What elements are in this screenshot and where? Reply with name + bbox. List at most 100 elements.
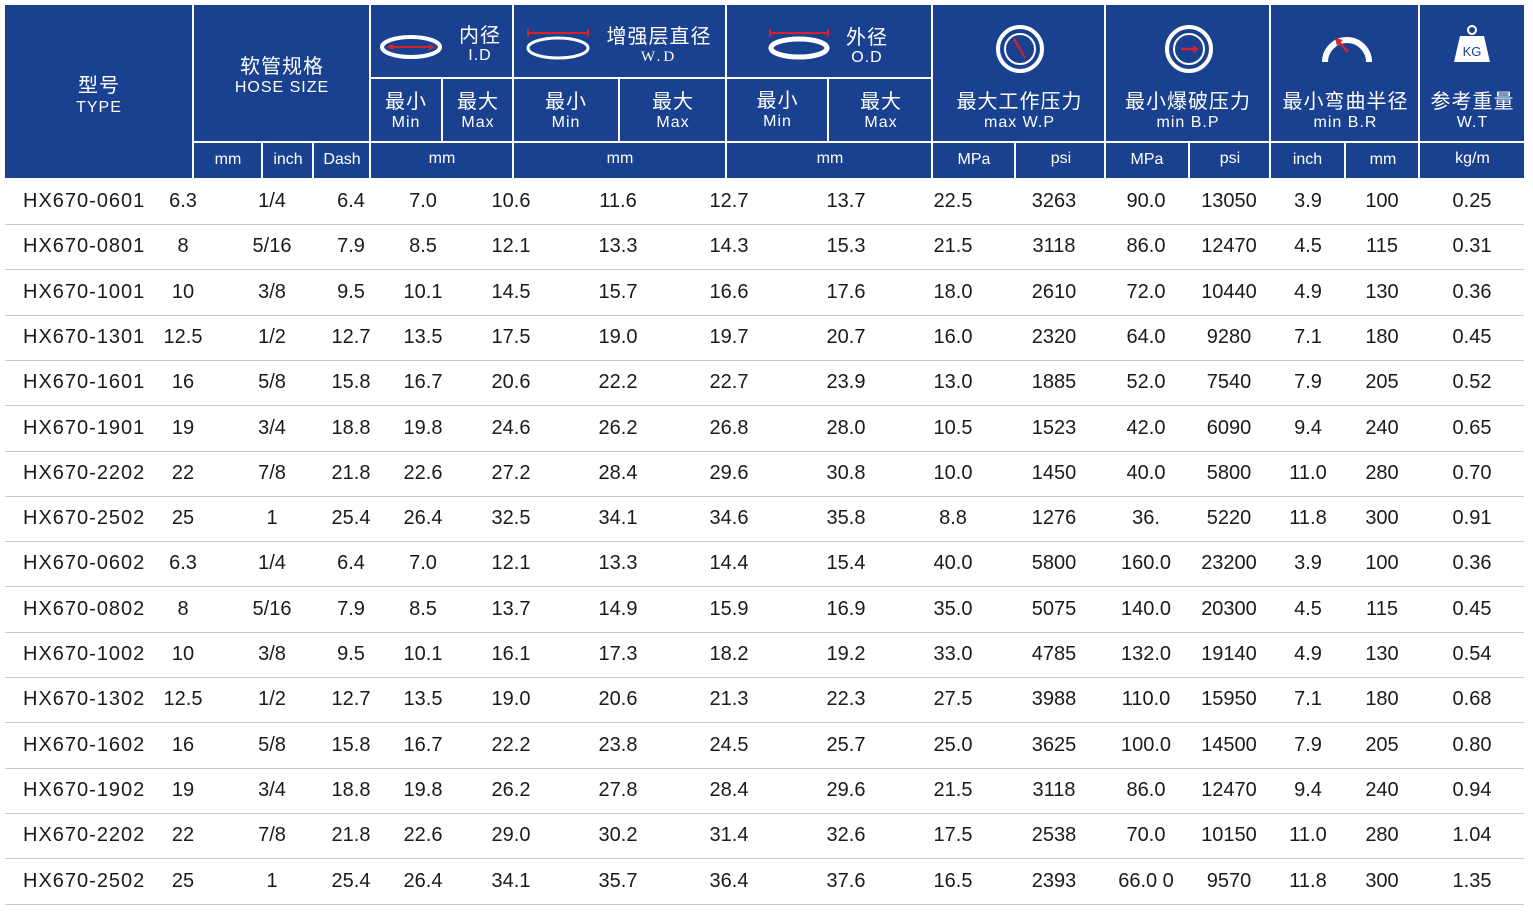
header-id-max-en: Max	[461, 114, 495, 131]
header-unit-inch: inch	[273, 151, 303, 168]
cell-wp-mpa: 21.5	[933, 235, 973, 258]
cell-type: HX670-2202	[23, 461, 146, 484]
cell-wd-max: 36.4	[709, 869, 749, 892]
table-row: HX670-0601 6.3 1/4 6.4 7.0 10.6 11.6 12.7 13.7 22…	[5, 179, 1524, 225]
cell-wp-psi: 2320	[1031, 325, 1077, 348]
cell-size-inch: 1/2	[258, 688, 286, 711]
cell-size-mm: 22	[171, 824, 195, 847]
cell-type: HX670-1001	[23, 280, 146, 303]
header-type-en: TYPE	[76, 99, 122, 116]
cell-size-dash: 25.4	[331, 869, 371, 892]
cell-type: HX670-1901	[23, 416, 146, 439]
header-od-max-cn: 最大	[860, 91, 902, 113]
cell-od: 16.9	[826, 597, 866, 620]
cell-br-mm: 240	[1365, 778, 1399, 801]
cell-weight: 0.52	[1452, 371, 1492, 394]
cell-br-inch: 3.9	[1294, 552, 1322, 575]
cell-size-dash: 15.8	[331, 371, 371, 394]
cell-bp-mpa: 132.0	[1120, 643, 1172, 665]
cell-od: 23.9	[826, 371, 866, 394]
cell-size-dash: 6.4	[337, 552, 365, 575]
header-id-min-cn: 最小	[385, 91, 427, 113]
cell-bp-mpa: 40.0	[1126, 461, 1166, 484]
cell-wd-min: 23.8	[598, 733, 638, 756]
cell-id-min: 16.7	[403, 733, 443, 756]
header-bp-en: min B.P	[1156, 114, 1220, 131]
cell-bp-mpa: 90.0	[1126, 190, 1166, 212]
cell-weight: 0.45	[1452, 597, 1492, 620]
header-id-cn: 内径	[459, 25, 501, 47]
cell-size-mm: 25	[171, 507, 195, 530]
header-type-cn: 型号	[78, 75, 120, 97]
cell-id-max: 20.6	[491, 371, 531, 394]
cell-size-dash: 7.9	[337, 597, 365, 620]
header-wd-max-cn: 最大	[652, 91, 694, 113]
header-bp-unit-psi: psi	[1219, 150, 1241, 167]
cell-size-inch: 5/16	[252, 235, 292, 258]
cell-id-max: 17.5	[491, 325, 531, 348]
header-bp-cn: 最小爆破压力	[1125, 91, 1251, 113]
cell-size-mm: 8	[177, 597, 189, 620]
divider	[725, 5, 727, 178]
cell-wp-mpa: 22.5	[933, 190, 973, 212]
header-id-unit: mm	[428, 150, 456, 167]
cell-wp-mpa: 16.5	[933, 869, 973, 892]
cell-wd-max: 14.3	[709, 235, 749, 258]
header-br-en: min B.R	[1313, 114, 1378, 131]
cell-id-min: 10.1	[403, 643, 443, 665]
cell-id-max: 16.1	[491, 643, 531, 665]
cell-id-min: 7.0	[409, 190, 437, 212]
cell-bp-psi: 15950	[1201, 688, 1257, 711]
cell-bp-psi: 5800	[1206, 461, 1252, 484]
cell-weight: 0.68	[1452, 688, 1492, 711]
cell-type: HX670-2502	[23, 507, 146, 530]
header-size-cn: 软管规格	[240, 56, 324, 78]
cell-br-mm: 205	[1365, 733, 1399, 756]
cell-bp-psi: 20300	[1201, 597, 1257, 620]
header-od-min-en: Min	[763, 113, 792, 130]
cell-br-inch: 3.9	[1294, 190, 1322, 212]
inner-diameter-icon	[380, 35, 442, 59]
cell-bp-mpa: 72.0	[1126, 280, 1166, 303]
header-wd-en: W.D	[640, 49, 678, 65]
cell-br-inch: 11.8	[1289, 869, 1327, 892]
table-row: HX670-2502 25 1 25.4 26.4 34.1 35.7 36.4 37.6 16.…	[5, 859, 1524, 905]
cell-od: 15.4	[826, 552, 866, 575]
table-row: HX670-1601 16 5/8 15.8 16.7 20.6 22.2 22.7 23.9 1…	[5, 360, 1524, 407]
cell-bp-psi: 5220	[1206, 507, 1252, 530]
cell-br-inch: 11.0	[1289, 461, 1327, 484]
cell-size-mm: 10	[171, 280, 195, 303]
cell-od: 28.0	[826, 416, 866, 439]
divider	[312, 143, 314, 178]
table-row: HX670-0602 6.3 1/4 6.4 7.0 12.1 13.3 14.4 15.4 40…	[5, 541, 1524, 588]
cell-wd-max: 29.6	[709, 461, 749, 484]
cell-id-min: 10.1	[403, 280, 443, 303]
cell-bp-psi: 19140	[1201, 643, 1257, 665]
cell-br-inch: 11.0	[1289, 824, 1327, 847]
cell-size-mm: 19	[171, 778, 195, 801]
divider	[1104, 5, 1106, 178]
cell-wd-min: 34.1	[598, 507, 638, 530]
header-wd-max-en: Max	[656, 114, 690, 131]
cell-id-min: 8.5	[409, 235, 437, 258]
header-br-unit-inch: inch	[1292, 151, 1323, 168]
cell-size-dash: 18.8	[331, 416, 371, 439]
cell-od: 15.3	[826, 235, 866, 258]
cell-wp-psi: 2610	[1031, 280, 1077, 303]
cell-type: HX670-1302	[23, 688, 146, 711]
cell-type: HX670-1002	[23, 643, 146, 665]
cell-type: HX670-0601	[23, 190, 146, 212]
cell-wp-psi: 4785	[1031, 643, 1077, 665]
cell-wp-psi: 1523	[1031, 416, 1077, 439]
divider	[618, 79, 620, 143]
divider	[369, 77, 931, 79]
cell-wp-mpa: 18.0	[933, 280, 973, 303]
cell-br-mm: 130	[1365, 643, 1399, 665]
cell-size-mm: 16	[171, 733, 195, 756]
cell-od: 17.6	[826, 280, 866, 303]
cell-weight: 0.91	[1452, 507, 1492, 530]
cell-id-max: 22.2	[491, 733, 531, 756]
cell-bp-mpa: 36.	[1132, 507, 1160, 530]
divider	[931, 5, 933, 178]
cell-wp-psi: 2393	[1031, 869, 1077, 892]
